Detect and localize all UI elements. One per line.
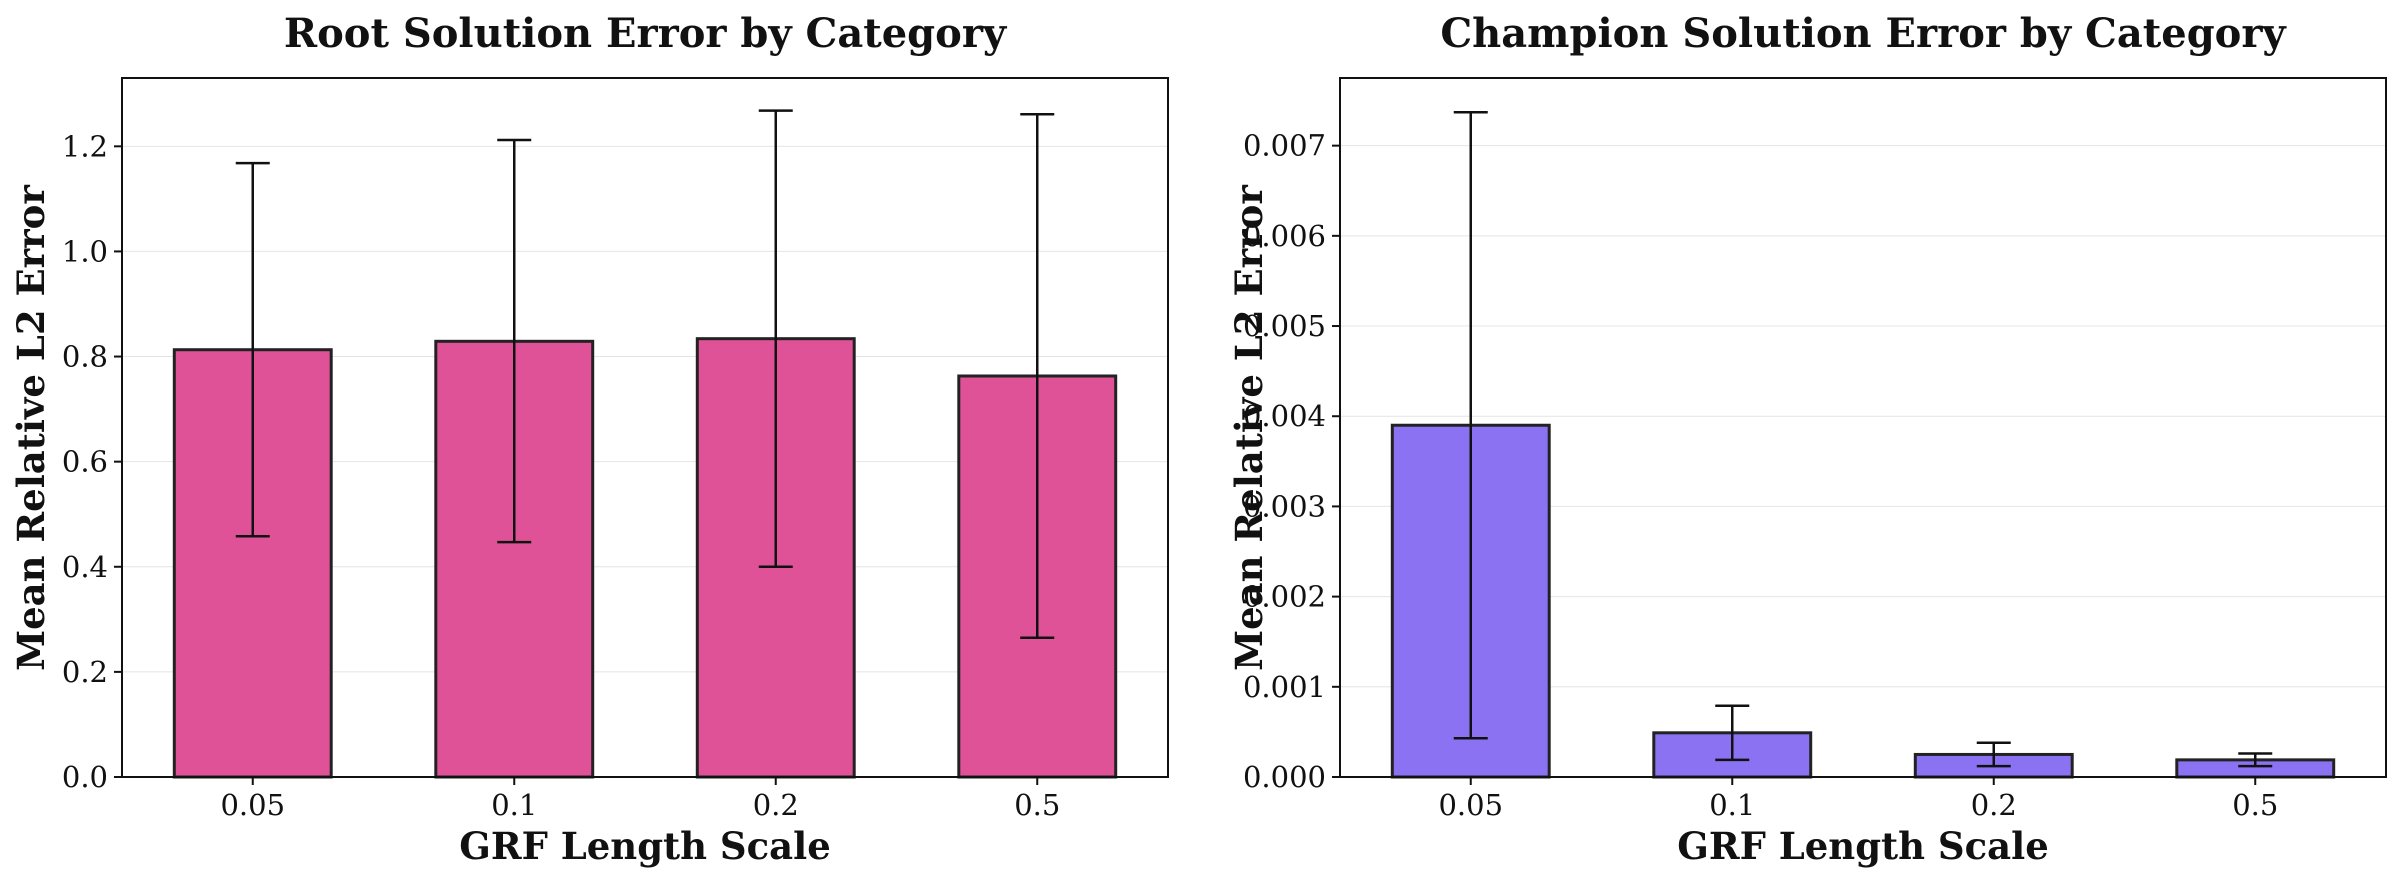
y-tick-label-root-4: 0.8 (62, 340, 108, 374)
error-bar-root-2 (758, 109, 793, 569)
x-tick-label-root-1: 0.1 (491, 788, 537, 822)
y-tick-label-champion-0: 0.000 (1243, 760, 1326, 794)
error-bar-root-3 (1020, 113, 1055, 639)
chart-title-root: Root Solution Error by Category (284, 10, 1008, 57)
y-tick-label-root-0: 0.0 (62, 760, 108, 794)
y-tick-label-root-3: 0.6 (62, 445, 108, 479)
plot-area-champion: 0.000 0.001 0.002 0.003 0.004 0.005 0.006 0.007… (1243, 77, 2387, 822)
y-tick-label-root-2: 0.4 (62, 550, 108, 584)
error-bar-champion-2 (1976, 741, 2011, 768)
x-tick-label-root-3: 0.5 (1014, 788, 1060, 822)
error-bar-champion-3 (2238, 752, 2273, 768)
y-tick-label-champion-3: 0.003 (1243, 489, 1326, 523)
y-tick-label-champion-4: 0.004 (1243, 399, 1326, 433)
y-tick-label-champion-6: 0.006 (1243, 219, 1326, 253)
error-bar-root-1 (497, 138, 532, 544)
plot-frame-champion (1339, 77, 2387, 778)
chart-title-champion: Champion Solution Error by Category (1440, 10, 2287, 57)
x-tick-label-root-0: 0.05 (220, 788, 285, 822)
x-tick-label-champion-2: 0.2 (1971, 788, 2017, 822)
chart-panel-champion: Champion Solution Error by Category 0.00… (1227, 10, 2387, 868)
y-axis-label-champion: Mean Relative L2 Error (1227, 185, 1271, 671)
plot-area-root: 0.0 0.2 0.4 0.6 0.8 1.0 1.2 0.05 0.1 0.2 0.5 (62, 77, 1169, 822)
x-axis-label-champion: GRF Length Scale (1677, 824, 2049, 868)
y-tick-label-root-5: 1.0 (62, 234, 108, 268)
error-bar-champion-0 (1453, 111, 1488, 740)
y-tick-label-champion-1: 0.001 (1243, 670, 1326, 704)
chart-panel-root: Root Solution Error by Category 0.00.20.… (9, 10, 1169, 868)
y-tick-label-champion-7: 0.007 (1243, 129, 1326, 163)
plot-frame-root (121, 77, 1169, 778)
x-tick-label-champion-1: 0.1 (1709, 788, 1755, 822)
x-tick-label-champion-3: 0.5 (2232, 788, 2278, 822)
y-tick-label-champion-2: 0.002 (1243, 580, 1326, 614)
x-tick-label-champion-0: 0.05 (1438, 788, 1503, 822)
error-bar-root-0 (235, 161, 270, 538)
x-tick-label-root-2: 0.2 (753, 788, 799, 822)
x-axis-label-root: GRF Length Scale (459, 824, 831, 868)
error-bar-champion-1 (1715, 704, 1750, 762)
y-tick-label-root-1: 0.2 (62, 655, 108, 689)
y-axis-label-root: Mean Relative L2 Error (9, 185, 53, 671)
y-tick-label-champion-5: 0.005 (1243, 309, 1326, 343)
y-tick-label-root-6: 1.2 (62, 129, 108, 163)
